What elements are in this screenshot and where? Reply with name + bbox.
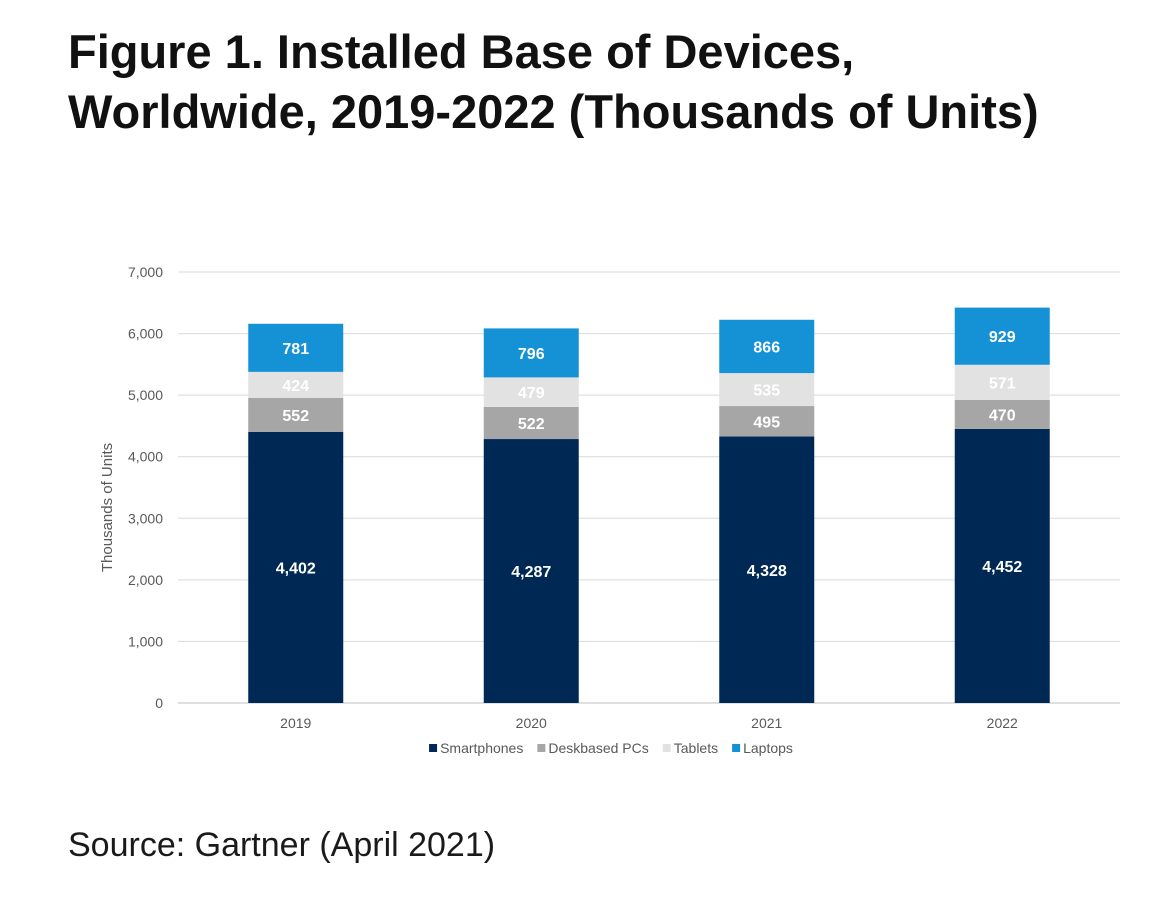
bar-segment <box>483 377 579 407</box>
data-label: 4,402 <box>276 560 316 577</box>
legend-label: Laptops <box>743 740 793 756</box>
data-label: 522 <box>518 416 545 433</box>
data-label: 4,287 <box>511 564 551 581</box>
data-label: 495 <box>753 414 780 431</box>
x-tick-label: 2021 <box>751 715 782 731</box>
y-tick-label: 3,000 <box>128 510 163 526</box>
legend-swatch <box>537 744 546 752</box>
x-tick-label: 2022 <box>987 715 1018 731</box>
data-label: 4,452 <box>982 559 1022 576</box>
x-tick-label: 2019 <box>280 715 311 731</box>
data-label: 470 <box>989 407 1016 424</box>
legend-label: Tablets <box>674 740 718 756</box>
bar-segment <box>719 319 815 374</box>
legend: Smartphones Deskbased PCs Tablets Laptops <box>429 740 793 756</box>
x-axis-ticks: 2019 2020 2021 2022 <box>280 715 1018 731</box>
data-label: 866 <box>753 339 780 356</box>
data-label: 796 <box>518 346 545 363</box>
data-label: 929 <box>989 329 1016 346</box>
bar-segment <box>954 307 1050 365</box>
x-tick-label: 2020 <box>516 715 547 731</box>
legend-swatch <box>732 744 741 752</box>
y-tick-label: 4,000 <box>128 449 163 465</box>
data-label: 552 <box>282 408 309 425</box>
bar-segment <box>483 328 579 378</box>
y-tick-label: 1,000 <box>128 633 163 649</box>
y-axis-title: Thousands of Units <box>99 443 116 572</box>
source-note: Source: Gartner (April 2021) <box>68 826 496 864</box>
data-label: 571 <box>989 375 1016 392</box>
bar-segment <box>248 323 344 372</box>
y-tick-label: 7,000 <box>128 264 163 280</box>
legend-label: Smartphones <box>440 740 523 756</box>
bar-segment <box>248 431 344 703</box>
y-axis-ticks: 0 1,000 2,000 3,000 4,000 5,000 6,000 7,000 <box>128 264 163 711</box>
y-tick-label: 2,000 <box>128 572 163 588</box>
y-tick-label: 6,000 <box>128 326 163 342</box>
bar-segment <box>719 436 815 703</box>
y-tick-label: 5,000 <box>128 387 163 403</box>
bar-segment <box>248 397 344 432</box>
bar-segment <box>483 439 579 703</box>
y-tick-label: 0 <box>155 695 163 711</box>
bar-segment <box>954 399 1050 429</box>
page-title: Figure 1. Installed Base of Devices, Wor… <box>68 25 1039 138</box>
bar-segment <box>483 406 579 440</box>
data-label: 781 <box>282 341 309 358</box>
data-label: 424 <box>282 378 309 395</box>
data-label: 4,328 <box>747 563 787 580</box>
legend-swatch <box>429 744 438 752</box>
bar-segment <box>954 428 1050 703</box>
bar-segment <box>954 364 1050 400</box>
data-label: 535 <box>753 383 780 400</box>
bar-segment <box>719 373 815 407</box>
bar-segment <box>248 371 344 398</box>
bars: 4,402 552 424 781 4,287 522 479 796 4,328 495 535 8… <box>248 307 1050 703</box>
legend-items: Smartphones Deskbased PCs Tablets Laptops <box>429 740 793 756</box>
legend-label: Deskbased PCs <box>548 740 648 756</box>
bar-segment <box>719 406 815 437</box>
data-label: 479 <box>518 385 545 402</box>
legend-swatch <box>662 744 671 752</box>
